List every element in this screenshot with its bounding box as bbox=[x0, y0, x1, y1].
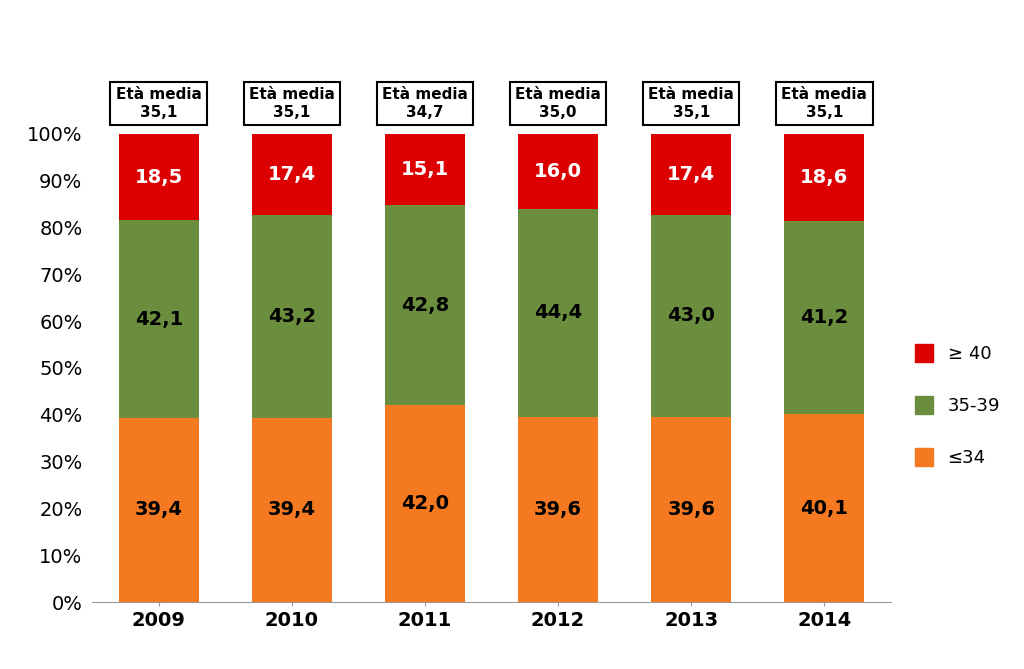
Text: 43,2: 43,2 bbox=[268, 307, 315, 326]
Bar bbox=[385, 205, 465, 405]
Text: 17,4: 17,4 bbox=[668, 165, 715, 184]
Bar bbox=[518, 209, 598, 417]
Bar bbox=[119, 417, 199, 602]
Bar bbox=[119, 220, 199, 417]
Bar bbox=[784, 221, 864, 414]
Text: 39,6: 39,6 bbox=[668, 500, 715, 519]
Text: 39,4: 39,4 bbox=[135, 500, 182, 519]
Text: 18,5: 18,5 bbox=[134, 168, 183, 187]
Bar bbox=[651, 215, 731, 417]
Text: Età media
35,1: Età media 35,1 bbox=[249, 88, 335, 120]
Text: Età media
35,1: Età media 35,1 bbox=[781, 88, 867, 120]
Text: 15,1: 15,1 bbox=[400, 160, 450, 179]
Text: 18,6: 18,6 bbox=[800, 169, 849, 187]
Text: 42,8: 42,8 bbox=[400, 296, 450, 314]
Text: Età media
35,1: Età media 35,1 bbox=[116, 88, 202, 120]
Bar bbox=[252, 134, 332, 215]
Text: 42,0: 42,0 bbox=[401, 494, 449, 513]
Text: 43,0: 43,0 bbox=[668, 306, 715, 326]
Bar bbox=[119, 134, 199, 221]
Bar bbox=[651, 134, 731, 215]
Bar bbox=[252, 417, 332, 602]
Text: 44,4: 44,4 bbox=[534, 303, 583, 322]
Text: 17,4: 17,4 bbox=[268, 165, 315, 184]
Legend: ≥ 40, 35-39, ≤34: ≥ 40, 35-39, ≤34 bbox=[908, 337, 1008, 474]
Bar bbox=[784, 414, 864, 602]
Text: Età media
35,1: Età media 35,1 bbox=[648, 88, 734, 120]
Text: 42,1: 42,1 bbox=[134, 310, 183, 328]
Text: Età media
35,0: Età media 35,0 bbox=[515, 88, 601, 120]
Text: 16,0: 16,0 bbox=[535, 162, 582, 181]
Bar bbox=[385, 405, 465, 602]
Bar bbox=[385, 134, 465, 205]
Text: 40,1: 40,1 bbox=[801, 498, 848, 518]
Bar bbox=[651, 417, 731, 602]
Text: Età media
34,7: Età media 34,7 bbox=[382, 88, 468, 120]
Text: 39,4: 39,4 bbox=[268, 500, 315, 519]
Text: 41,2: 41,2 bbox=[800, 308, 849, 327]
Bar bbox=[518, 417, 598, 602]
Bar bbox=[784, 134, 864, 221]
Bar bbox=[252, 215, 332, 417]
Text: 39,6: 39,6 bbox=[535, 500, 582, 519]
Bar bbox=[518, 134, 598, 209]
